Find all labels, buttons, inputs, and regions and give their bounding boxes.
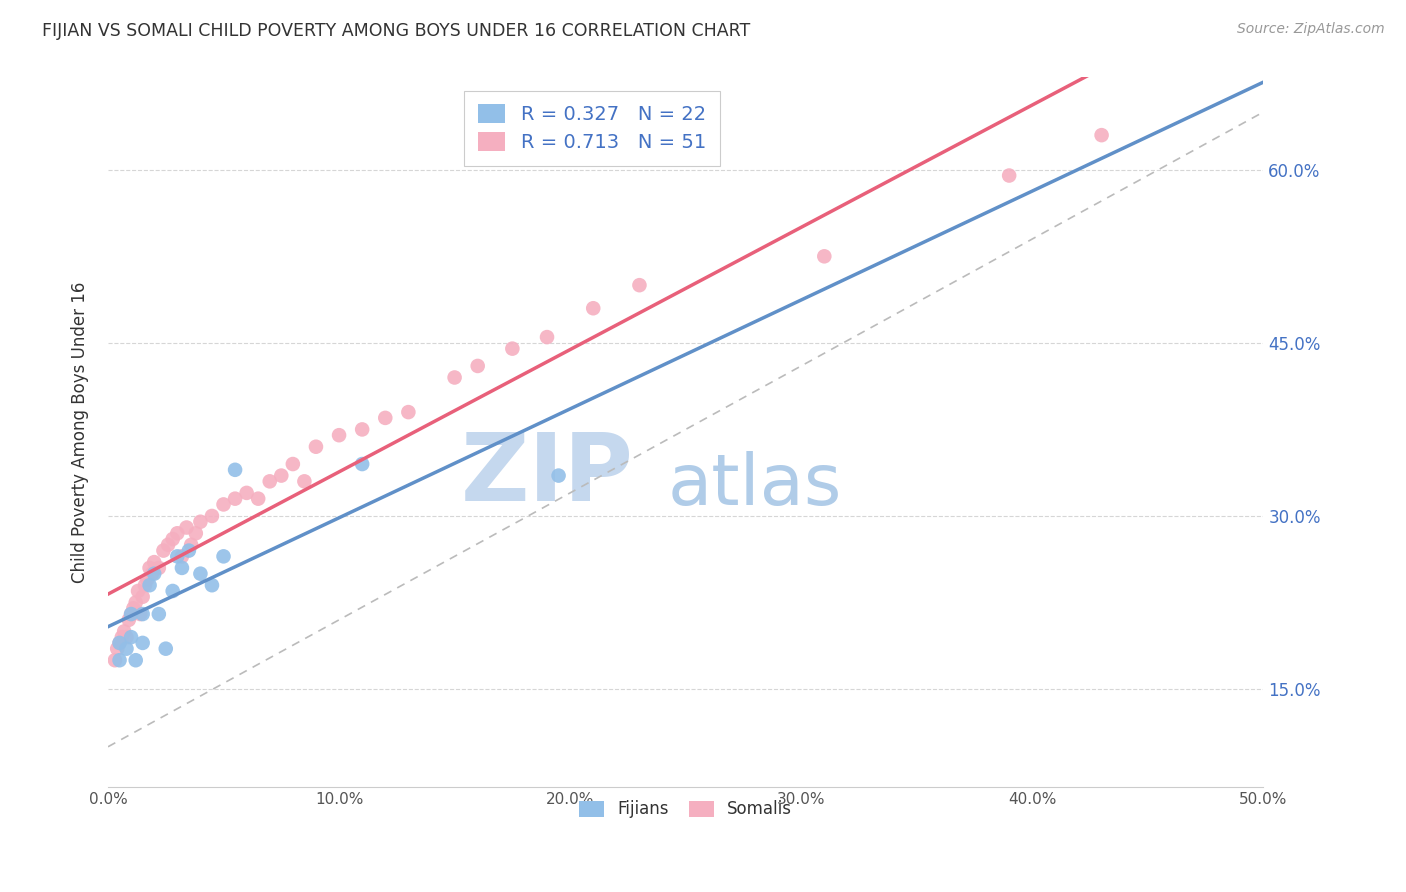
Point	[118, 613, 141, 627]
Point	[235, 486, 257, 500]
Point	[396, 405, 419, 419]
Point	[120, 630, 142, 644]
Point	[170, 549, 193, 564]
Point	[155, 641, 177, 656]
Point	[148, 607, 170, 621]
Point	[108, 636, 131, 650]
Point	[108, 636, 131, 650]
Point	[141, 566, 163, 581]
Point	[1090, 128, 1112, 143]
Text: ZIP: ZIP	[461, 429, 634, 521]
Point	[813, 249, 835, 263]
Point	[131, 636, 153, 650]
Point	[166, 526, 188, 541]
Point	[628, 278, 651, 293]
Point	[148, 561, 170, 575]
Point	[122, 601, 145, 615]
Point	[120, 607, 142, 621]
Point	[115, 630, 138, 644]
Point	[352, 457, 374, 471]
Point	[112, 624, 135, 639]
Text: atlas: atlas	[668, 451, 842, 520]
Point	[120, 607, 142, 621]
Point	[212, 549, 235, 564]
Point	[138, 561, 160, 575]
Point	[190, 566, 212, 581]
Point	[201, 578, 224, 592]
Point	[259, 475, 281, 489]
Point	[294, 475, 316, 489]
Point	[184, 526, 207, 541]
Point	[352, 422, 374, 436]
Point	[305, 440, 328, 454]
Y-axis label: Child Poverty Among Boys Under 16: Child Poverty Among Boys Under 16	[72, 282, 89, 583]
Point	[170, 561, 193, 575]
Point	[536, 330, 558, 344]
Point	[157, 538, 180, 552]
Point	[127, 584, 149, 599]
Point	[105, 641, 128, 656]
Point	[143, 566, 166, 581]
Point	[129, 607, 152, 621]
Legend: Fijians, Somalis: Fijians, Somalis	[572, 794, 799, 825]
Point	[443, 370, 465, 384]
Point	[328, 428, 350, 442]
Point	[176, 520, 198, 534]
Point	[224, 491, 246, 506]
Point	[201, 508, 224, 523]
Point	[501, 342, 523, 356]
Point	[115, 641, 138, 656]
Point	[104, 653, 127, 667]
Point	[270, 468, 292, 483]
Point	[281, 457, 304, 471]
Point	[125, 595, 148, 609]
Point	[152, 543, 174, 558]
Point	[166, 549, 188, 564]
Point	[224, 463, 246, 477]
Point	[125, 653, 148, 667]
Point	[998, 169, 1021, 183]
Point	[162, 584, 184, 599]
Point	[374, 410, 396, 425]
Point	[136, 573, 159, 587]
Point	[177, 543, 200, 558]
Point	[131, 590, 153, 604]
Text: Source: ZipAtlas.com: Source: ZipAtlas.com	[1237, 22, 1385, 37]
Point	[131, 607, 153, 621]
Point	[138, 578, 160, 592]
Point	[134, 578, 156, 592]
Point	[190, 515, 212, 529]
Point	[180, 538, 202, 552]
Point	[162, 532, 184, 546]
Point	[143, 555, 166, 569]
Text: FIJIAN VS SOMALI CHILD POVERTY AMONG BOYS UNDER 16 CORRELATION CHART: FIJIAN VS SOMALI CHILD POVERTY AMONG BOY…	[42, 22, 751, 40]
Point	[212, 498, 235, 512]
Point	[582, 301, 605, 316]
Point	[547, 468, 569, 483]
Point	[467, 359, 489, 373]
Point	[108, 653, 131, 667]
Point	[247, 491, 270, 506]
Point	[111, 630, 134, 644]
